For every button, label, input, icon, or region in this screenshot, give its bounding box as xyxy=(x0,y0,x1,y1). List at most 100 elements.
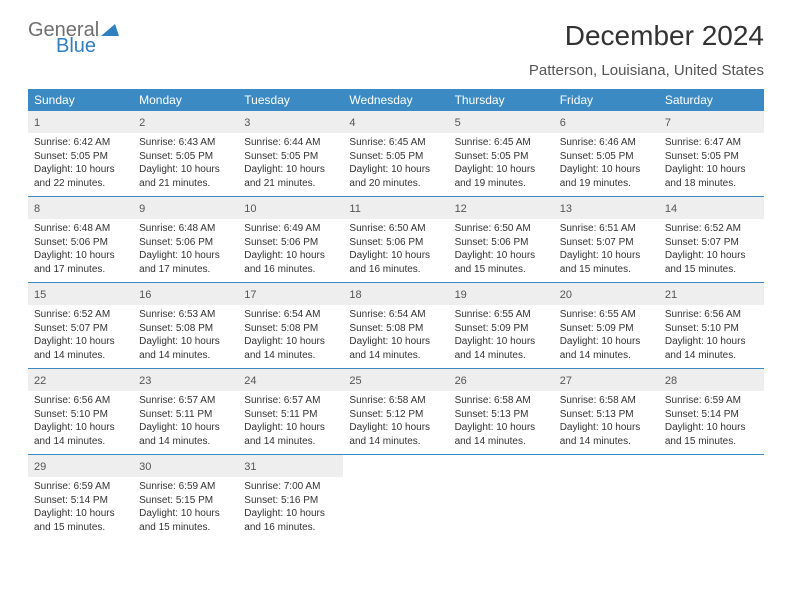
brand-logo: General Blue xyxy=(28,20,119,56)
day-number-row: 3 xyxy=(238,111,343,133)
day-details: Sunrise: 6:45 AMSunset: 5:05 PMDaylight:… xyxy=(449,133,554,190)
detail-line: and 14 minutes. xyxy=(244,349,337,363)
day-details: Sunrise: 6:47 AMSunset: 5:05 PMDaylight:… xyxy=(659,133,764,190)
detail-line: and 15 minutes. xyxy=(455,263,548,277)
detail-line: Sunset: 5:09 PM xyxy=(560,322,653,336)
detail-line: Sunset: 5:13 PM xyxy=(560,408,653,422)
day-cell: 11Sunrise: 6:50 AMSunset: 5:06 PMDayligh… xyxy=(343,197,448,282)
day-cell: 9Sunrise: 6:48 AMSunset: 5:06 PMDaylight… xyxy=(133,197,238,282)
day-number: 15 xyxy=(34,289,46,301)
detail-line: Sunset: 5:05 PM xyxy=(560,150,653,164)
day-cell: 27 Sunrise: 6:58 AMSunset: 5:13 PMDayligh… xyxy=(554,369,659,454)
detail-line: and 19 minutes. xyxy=(560,177,653,191)
day-number: 17 xyxy=(244,289,256,301)
calendar: SundayMondayTuesdayWednesdayThursdayFrid… xyxy=(28,89,764,540)
detail-line: Sunset: 5:16 PM xyxy=(244,494,337,508)
detail-line: Sunset: 5:09 PM xyxy=(455,322,548,336)
day-cell: 24Sunrise: 6:57 AMSunset: 5:11 PMDayligh… xyxy=(238,369,343,454)
detail-line: and 17 minutes. xyxy=(139,263,232,277)
detail-line: Daylight: 10 hours xyxy=(560,421,653,435)
detail-line: and 15 minutes. xyxy=(34,521,127,535)
detail-line: Sunset: 5:05 PM xyxy=(244,150,337,164)
day-cell: 20Sunrise: 6:55 AMSunset: 5:09 PMDayligh… xyxy=(554,283,659,368)
day-cell: 19Sunrise: 6:55 AMSunset: 5:09 PMDayligh… xyxy=(449,283,554,368)
detail-line: Sunrise: 6:58 AM xyxy=(560,394,653,408)
detail-line: Sunrise: 6:56 AM xyxy=(665,308,758,322)
detail-line: Sunrise: 6:59 AM xyxy=(139,480,232,494)
day-number: 28 xyxy=(665,375,677,387)
day-number-row: 16 xyxy=(133,283,238,305)
detail-line: Sunrise: 6:59 AM xyxy=(34,480,127,494)
day-number-row: 20 xyxy=(554,283,659,305)
detail-line: and 14 minutes. xyxy=(560,349,653,363)
detail-line: Sunset: 5:05 PM xyxy=(34,150,127,164)
empty-cell xyxy=(449,455,554,540)
week-row: 29Sunrise: 6:59 AMSunset: 5:14 PMDayligh… xyxy=(28,455,764,540)
detail-line: Sunset: 5:14 PM xyxy=(34,494,127,508)
day-header: Monday xyxy=(133,89,238,111)
detail-line: and 15 minutes. xyxy=(665,435,758,449)
day-cell: 17Sunrise: 6:54 AMSunset: 5:08 PMDayligh… xyxy=(238,283,343,368)
day-details: Sunrise: 6:43 AMSunset: 5:05 PMDaylight:… xyxy=(133,133,238,190)
detail-line: Sunrise: 6:51 AM xyxy=(560,222,653,236)
day-details: Sunrise: 6:57 AMSunset: 5:11 PMDaylight:… xyxy=(133,391,238,448)
detail-line: and 21 minutes. xyxy=(244,177,337,191)
day-number-row: 10 xyxy=(238,197,343,219)
detail-line: and 14 minutes. xyxy=(560,435,653,449)
day-number: 27 xyxy=(560,375,572,387)
detail-line: Sunset: 5:14 PM xyxy=(665,408,758,422)
day-number-row: 22 xyxy=(28,369,133,391)
detail-line: Sunrise: 6:50 AM xyxy=(349,222,442,236)
detail-line: Sunset: 5:05 PM xyxy=(139,150,232,164)
detail-line: Daylight: 10 hours xyxy=(665,335,758,349)
detail-line: Daylight: 10 hours xyxy=(244,163,337,177)
detail-line: and 14 minutes. xyxy=(34,349,127,363)
day-cell: 18Sunrise: 6:54 AMSunset: 5:08 PMDayligh… xyxy=(343,283,448,368)
detail-line: Daylight: 10 hours xyxy=(34,507,127,521)
detail-line: Sunset: 5:07 PM xyxy=(560,236,653,250)
page-title: December 2024 xyxy=(565,20,764,52)
detail-line: Sunset: 5:08 PM xyxy=(349,322,442,336)
detail-line: Sunset: 5:05 PM xyxy=(665,150,758,164)
day-cell: 1Sunrise: 6:42 AMSunset: 5:05 PMDaylight… xyxy=(28,111,133,196)
empty-cell xyxy=(554,455,659,540)
day-cell: 13Sunrise: 6:51 AMSunset: 5:07 PMDayligh… xyxy=(554,197,659,282)
day-cell: 26Sunrise: 6:58 AMSunset: 5:13 PMDayligh… xyxy=(449,369,554,454)
day-number-row: 5 xyxy=(449,111,554,133)
day-number-row: 13 xyxy=(554,197,659,219)
day-number-row: 6 xyxy=(554,111,659,133)
day-number-row: 23 xyxy=(133,369,238,391)
detail-line: Daylight: 10 hours xyxy=(139,421,232,435)
day-number: 5 xyxy=(455,117,461,129)
day-number: 21 xyxy=(665,289,677,301)
detail-line: Sunrise: 6:54 AM xyxy=(349,308,442,322)
day-number: 22 xyxy=(34,375,46,387)
day-details: Sunrise: 6:55 AMSunset: 5:09 PMDaylight:… xyxy=(449,305,554,362)
day-details: Sunrise: 6:45 AMSunset: 5:05 PMDaylight:… xyxy=(343,133,448,190)
detail-line: Sunset: 5:08 PM xyxy=(139,322,232,336)
detail-line: Daylight: 10 hours xyxy=(349,421,442,435)
day-header: Friday xyxy=(554,89,659,111)
day-number-row: 28 xyxy=(659,369,764,391)
detail-line: Sunrise: 6:52 AM xyxy=(34,308,127,322)
detail-line: and 14 minutes. xyxy=(139,435,232,449)
day-number: 12 xyxy=(455,203,467,215)
weeks-container: 1Sunrise: 6:42 AMSunset: 5:05 PMDaylight… xyxy=(28,111,764,540)
day-cell: 16Sunrise: 6:53 AMSunset: 5:08 PMDayligh… xyxy=(133,283,238,368)
detail-line: Sunset: 5:11 PM xyxy=(244,408,337,422)
detail-line: and 21 minutes. xyxy=(139,177,232,191)
day-cell: 3Sunrise: 6:44 AMSunset: 5:05 PMDaylight… xyxy=(238,111,343,196)
detail-line: and 16 minutes. xyxy=(349,263,442,277)
day-number: 10 xyxy=(244,203,256,215)
detail-line: Daylight: 10 hours xyxy=(665,249,758,263)
day-number: 4 xyxy=(349,117,355,129)
day-details: Sunrise: 6:52 AMSunset: 5:07 PMDaylight:… xyxy=(28,305,133,362)
day-number: 9 xyxy=(139,203,145,215)
detail-line: Daylight: 10 hours xyxy=(560,335,653,349)
detail-line: Sunrise: 6:50 AM xyxy=(455,222,548,236)
detail-line: and 14 minutes. xyxy=(349,435,442,449)
detail-line: Sunrise: 6:43 AM xyxy=(139,136,232,150)
detail-line: Sunset: 5:11 PM xyxy=(139,408,232,422)
day-details: Sunrise: 6:52 AMSunset: 5:07 PMDaylight:… xyxy=(659,219,764,276)
detail-line: Sunset: 5:12 PM xyxy=(349,408,442,422)
